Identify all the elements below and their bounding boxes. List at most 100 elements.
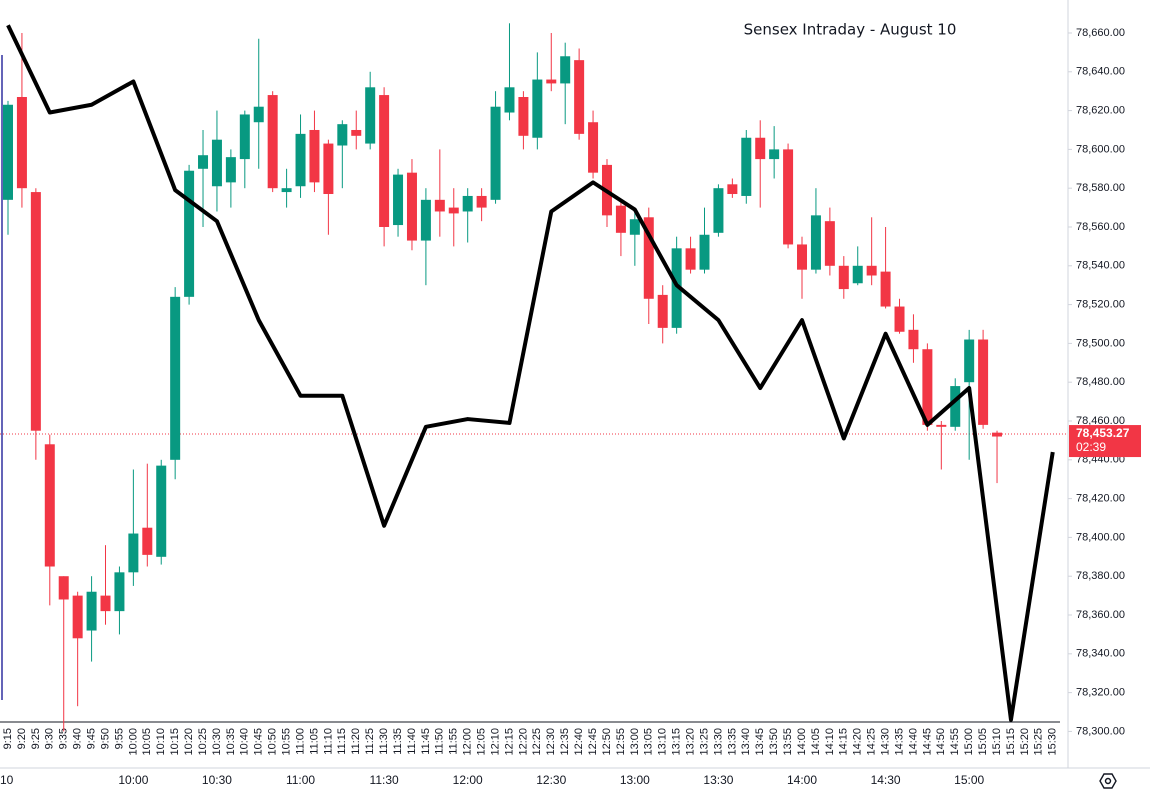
- x-tick-label: 9:50: [99, 728, 111, 749]
- candle-body: [281, 188, 292, 193]
- x-tick-label: 11:25: [364, 728, 376, 755]
- x-tick-label: 9:40: [72, 728, 84, 749]
- candle-body: [936, 424, 947, 427]
- x-tick-label: 14:45: [921, 728, 933, 756]
- candle-body: [727, 184, 738, 195]
- x-tick-label: 15:05: [977, 728, 989, 756]
- settings-hex[interactable]: [1099, 773, 1117, 789]
- x-tick-label: 10:25: [197, 728, 209, 756]
- x-tick-label: 11:20: [350, 728, 362, 755]
- x-tick-label: 14:55: [949, 728, 961, 756]
- candle-body: [978, 339, 989, 425]
- y-tick-label: 78,660.00: [1076, 27, 1125, 39]
- candle-body: [643, 217, 654, 299]
- x-tick-label: 15:25: [1033, 728, 1045, 756]
- x-tick-label: 9:25: [30, 728, 42, 749]
- candle-body: [16, 97, 27, 189]
- x-tick-label: 11:50: [434, 728, 446, 755]
- candle-body: [100, 595, 111, 612]
- x-tick-label: 14:25: [866, 728, 878, 756]
- x-tick-label: 13:45: [754, 728, 766, 756]
- x-tick-label: 11:30: [378, 728, 390, 755]
- x-tick-label: 10:20: [183, 728, 195, 756]
- settings-dot[interactable]: [1104, 777, 1112, 785]
- candle-body: [713, 188, 724, 233]
- x-tick-label: 12:50: [601, 728, 613, 756]
- candle-body: [546, 79, 557, 84]
- x-tick-label: 12:05: [476, 728, 488, 756]
- x-tick-label: 14:15: [838, 728, 850, 756]
- candle-body: [156, 465, 167, 557]
- candle-body: [225, 157, 236, 183]
- candle-body: [448, 207, 459, 214]
- y-tick-label: 78,580.00: [1076, 182, 1125, 194]
- x-tick-label: 12:25: [531, 728, 543, 756]
- candle-body: [699, 234, 710, 270]
- x-tick-label: 10:10: [155, 728, 167, 756]
- candle-body: [72, 595, 83, 639]
- candle-body: [880, 271, 891, 307]
- candle-body: [198, 155, 209, 169]
- x-tick-label: 10:05: [141, 728, 153, 756]
- x-tick-label: 15:10: [991, 728, 1003, 756]
- y-tick-label: 78,480.00: [1076, 376, 1125, 388]
- candle-body: [838, 265, 849, 290]
- time-label: 10: [0, 773, 14, 787]
- candle-body: [253, 106, 264, 123]
- x-tick-label: 10:15: [169, 728, 181, 756]
- time-label: 13:00: [620, 773, 650, 787]
- x-tick-label: 13:50: [768, 728, 780, 756]
- y-tick-label: 78,360.00: [1076, 609, 1125, 621]
- candle-body: [434, 199, 445, 212]
- candle-body: [532, 79, 543, 138]
- candle-body: [964, 339, 975, 383]
- candle-body: [685, 248, 696, 270]
- x-tick-label: 13:10: [657, 728, 669, 756]
- candle-body: [797, 244, 808, 270]
- y-tick-label: 78,320.00: [1076, 687, 1125, 699]
- candle-body: [852, 265, 863, 284]
- x-tick-label: 12:55: [615, 728, 627, 756]
- x-tick-label: 10:35: [225, 728, 237, 756]
- y-tick-label: 78,520.00: [1076, 299, 1125, 311]
- time-label: 11:30: [370, 773, 399, 787]
- x-tick-label: 14:50: [935, 728, 947, 756]
- x-tick-label: 11:40: [406, 728, 418, 755]
- x-tick-label: 14:30: [879, 728, 891, 756]
- time-label: 14:30: [871, 773, 901, 787]
- candle-body: [128, 533, 139, 573]
- candle-body: [58, 576, 69, 600]
- candle-body: [574, 60, 585, 134]
- candle-body: [44, 444, 55, 567]
- candle-body: [30, 192, 41, 431]
- candle-body: [379, 95, 390, 227]
- candle-body: [420, 199, 431, 241]
- candle-body: [741, 137, 752, 196]
- time-label: 15:00: [954, 773, 984, 787]
- y-tick-label: 78,640.00: [1076, 66, 1125, 78]
- x-tick-label: 12:40: [573, 728, 585, 756]
- settings-icon[interactable]: [1099, 773, 1117, 789]
- x-tick-label: 13:20: [684, 728, 696, 756]
- x-tick-label: 11:55: [448, 728, 460, 755]
- x-tick-label: 12:10: [489, 728, 501, 756]
- candle-body: [755, 137, 766, 160]
- y-tick-label: 78,420.00: [1076, 493, 1125, 505]
- x-tick-label: 9:15: [2, 728, 14, 749]
- x-tick-label: 11:45: [420, 728, 432, 755]
- x-tick-label: 13:05: [643, 728, 655, 756]
- candle-body: [406, 172, 417, 241]
- x-tick-label: 14:00: [796, 728, 808, 756]
- x-tick-label: 10:50: [267, 728, 279, 756]
- x-tick-label: 14:20: [852, 728, 864, 756]
- x-tick-label: 12:45: [587, 728, 599, 756]
- candle-body: [908, 329, 919, 350]
- candle-body: [824, 221, 835, 266]
- candle-body: [992, 432, 1003, 437]
- time-label: 10:30: [202, 773, 232, 787]
- candle-body: [86, 591, 97, 631]
- candle-body: [462, 195, 473, 212]
- y-tick-label: 78,620.00: [1076, 104, 1125, 116]
- y-tick-label: 78,600.00: [1076, 143, 1125, 155]
- overlay-line: [6, 24, 1055, 722]
